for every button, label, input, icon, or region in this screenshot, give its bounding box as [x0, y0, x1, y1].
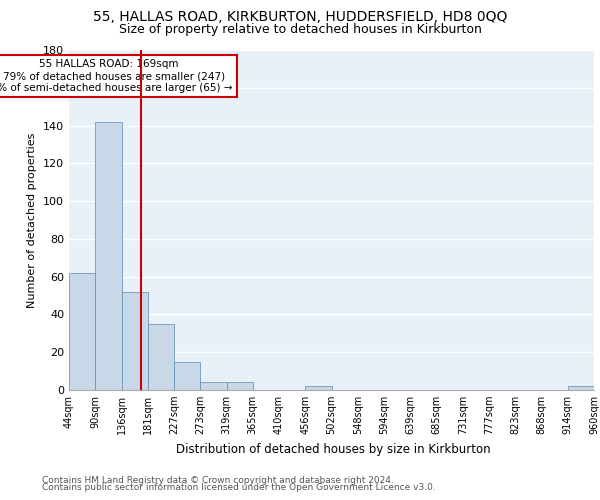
Text: 55 HALLAS ROAD: 169sqm
← 79% of detached houses are smaller (247)
21% of semi-de: 55 HALLAS ROAD: 169sqm ← 79% of detached… [0, 60, 233, 92]
Bar [121, 292, 148, 390]
Bar [227, 382, 253, 390]
Bar [95, 122, 121, 390]
Bar [200, 382, 227, 390]
Text: Contains HM Land Registry data © Crown copyright and database right 2024.: Contains HM Land Registry data © Crown c… [42, 476, 394, 485]
Text: Size of property relative to detached houses in Kirkburton: Size of property relative to detached ho… [119, 22, 481, 36]
Text: Distribution of detached houses by size in Kirkburton: Distribution of detached houses by size … [176, 442, 490, 456]
Text: Contains public sector information licensed under the Open Government Licence v3: Contains public sector information licen… [42, 484, 436, 492]
Y-axis label: Number of detached properties: Number of detached properties [28, 132, 37, 308]
Bar [305, 386, 331, 390]
Bar [69, 273, 95, 390]
Bar [148, 324, 174, 390]
Bar [174, 362, 200, 390]
Bar [568, 386, 594, 390]
Text: 55, HALLAS ROAD, KIRKBURTON, HUDDERSFIELD, HD8 0QQ: 55, HALLAS ROAD, KIRKBURTON, HUDDERSFIEL… [93, 10, 507, 24]
